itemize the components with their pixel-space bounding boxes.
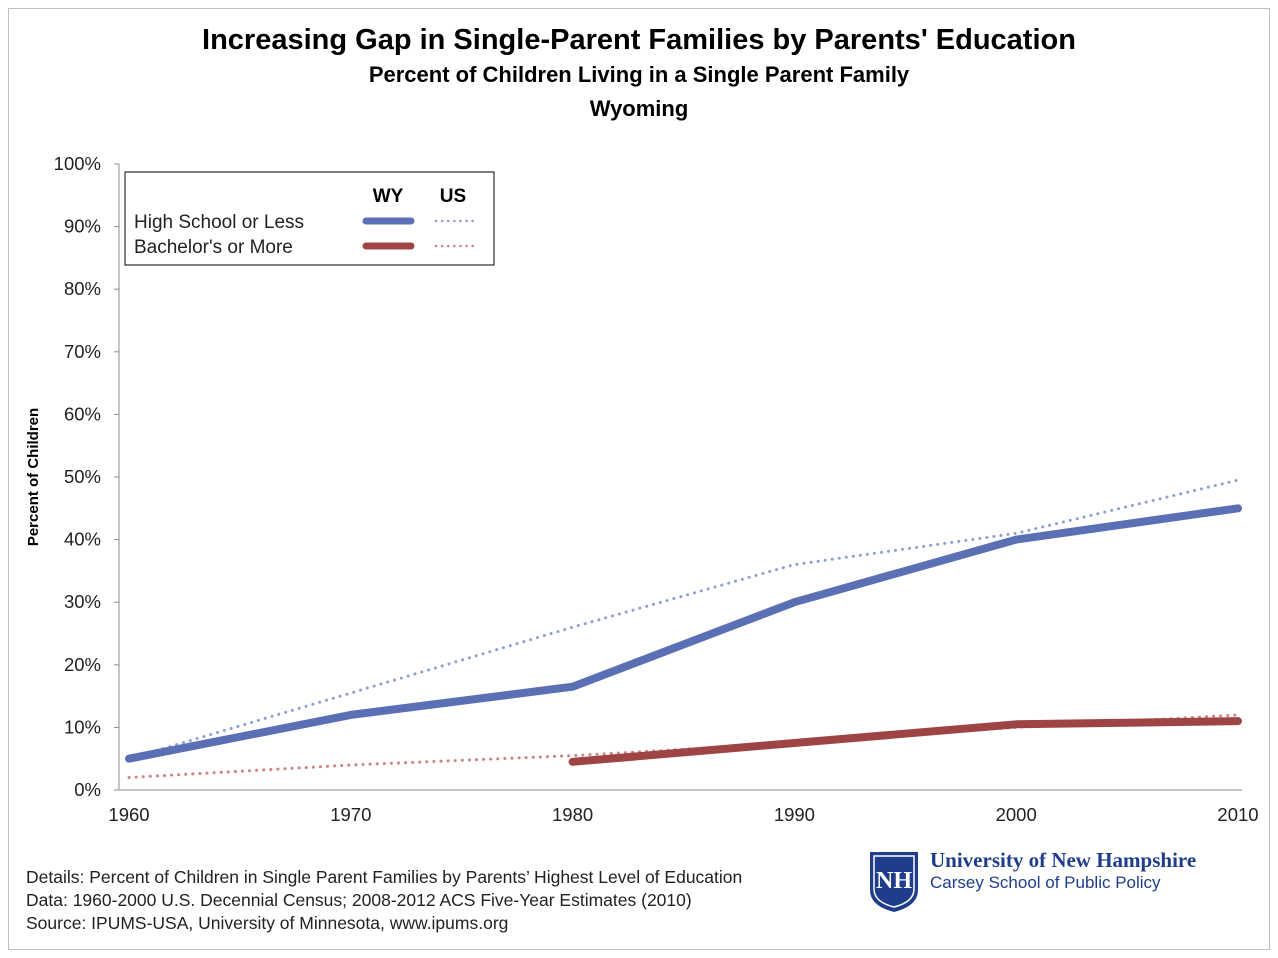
y-tick-label: 60%	[64, 403, 101, 424]
chart-frame	[8, 8, 1270, 950]
x-tick-label: 1960	[108, 804, 149, 825]
series-line-us-high-school	[127, 478, 1240, 761]
legend-row-label: High School or Less	[134, 212, 304, 233]
y-tick-label: 80%	[64, 278, 101, 299]
footer-source: Source: IPUMS-USA, University of Minneso…	[26, 913, 509, 933]
y-tick-label: 20%	[64, 654, 101, 675]
footer-details: Details: Percent of Children in Single P…	[26, 867, 743, 887]
y-tick-label: 40%	[64, 529, 101, 550]
school-name: Carsey School of Public Policy	[930, 873, 1161, 892]
university-name: University of New Hampshire	[930, 848, 1197, 872]
y-tick-label: 50%	[64, 466, 101, 487]
x-tick-label: 1980	[552, 804, 593, 825]
series-line-wy-bachelors	[568, 717, 1242, 766]
y-tick-label: 90%	[64, 216, 101, 237]
legend-header-wy: WY	[373, 186, 404, 207]
legend-row-label: Bachelor's or More	[134, 237, 293, 258]
y-tick-label: 70%	[64, 341, 101, 362]
x-tick-label: 2010	[1217, 804, 1258, 825]
footer-data: Data: 1960-2000 U.S. Decennial Census; 2…	[26, 890, 692, 910]
legend-header-us: US	[440, 186, 466, 207]
chart-subtitle: Percent of Children Living in a Single P…	[368, 62, 910, 87]
legend-box	[124, 171, 495, 266]
y-axis-title: Percent of Children	[25, 408, 42, 546]
unh-shield-logo: NH	[870, 852, 918, 912]
y-tick-label: 30%	[64, 591, 101, 612]
x-tick-label: 1990	[774, 804, 815, 825]
y-tick-label: 0%	[74, 779, 101, 800]
y-tick-label: 100%	[54, 153, 101, 174]
x-tick-label: 1970	[330, 804, 371, 825]
unh-logo-text: NH	[876, 868, 912, 894]
chart-title: Increasing Gap in Single-Parent Families…	[202, 24, 1076, 56]
x-tick-label: 2000	[996, 804, 1037, 825]
series-line-wy-high-school	[125, 504, 1242, 763]
y-tick-label: 10%	[64, 716, 101, 737]
chart-subtitle-region: Wyoming	[589, 96, 689, 121]
